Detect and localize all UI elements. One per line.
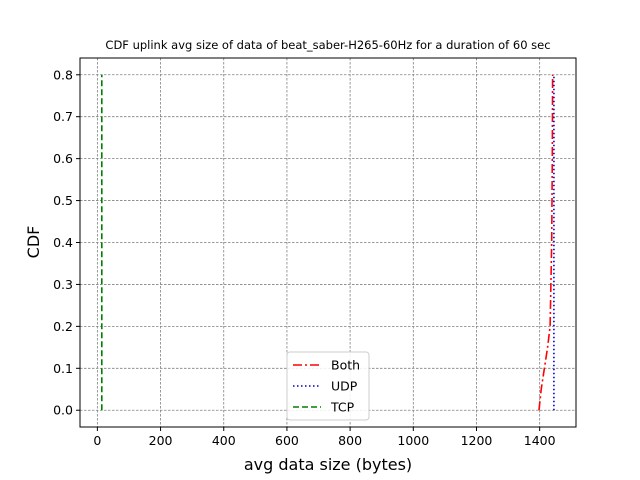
y-tick-label: 0.4 bbox=[53, 235, 73, 250]
legend-label-tcp: TCP bbox=[330, 400, 355, 415]
chart-title: CDF uplink avg size of data of beat_sabe… bbox=[105, 38, 550, 52]
y-tick-label: 0.0 bbox=[53, 403, 73, 418]
y-tick-label: 0.1 bbox=[53, 361, 73, 376]
y-tick-label: 0.6 bbox=[53, 151, 73, 166]
x-tick-label: 200 bbox=[149, 433, 173, 448]
x-tick-label: 600 bbox=[275, 433, 299, 448]
y-axis-label: CDF bbox=[24, 226, 43, 259]
series-lines bbox=[101, 74, 555, 411]
y-tick-label: 0.2 bbox=[53, 319, 73, 334]
legend-box bbox=[286, 351, 370, 421]
legend: Both UDP TCP bbox=[286, 351, 370, 421]
x-tick-label: 1400 bbox=[524, 433, 556, 448]
y-tick-label: 0.8 bbox=[53, 67, 73, 82]
x-tick-label: 1200 bbox=[461, 433, 493, 448]
grid bbox=[80, 58, 576, 427]
y-tick-label: 0.3 bbox=[53, 277, 73, 292]
x-tick-label: 800 bbox=[338, 433, 362, 448]
legend-label-udp: UDP bbox=[331, 379, 358, 394]
y-tick-label: 0.5 bbox=[53, 193, 73, 208]
x-axis-label: avg data size (bytes) bbox=[244, 455, 412, 474]
x-tick-label: 1000 bbox=[397, 433, 429, 448]
x-tick-label: 400 bbox=[212, 433, 236, 448]
legend-label-both: Both bbox=[331, 358, 360, 373]
x-tick-label: 0 bbox=[93, 433, 101, 448]
y-axis-ticks: 0.0 0.1 0.2 0.3 0.4 0.5 0.6 0.7 0.8 bbox=[53, 67, 80, 418]
y-tick-label: 0.7 bbox=[53, 109, 73, 124]
x-axis-ticks: 0 200 400 600 800 1000 1200 1400 bbox=[93, 427, 556, 448]
series-line-both bbox=[538, 74, 554, 411]
